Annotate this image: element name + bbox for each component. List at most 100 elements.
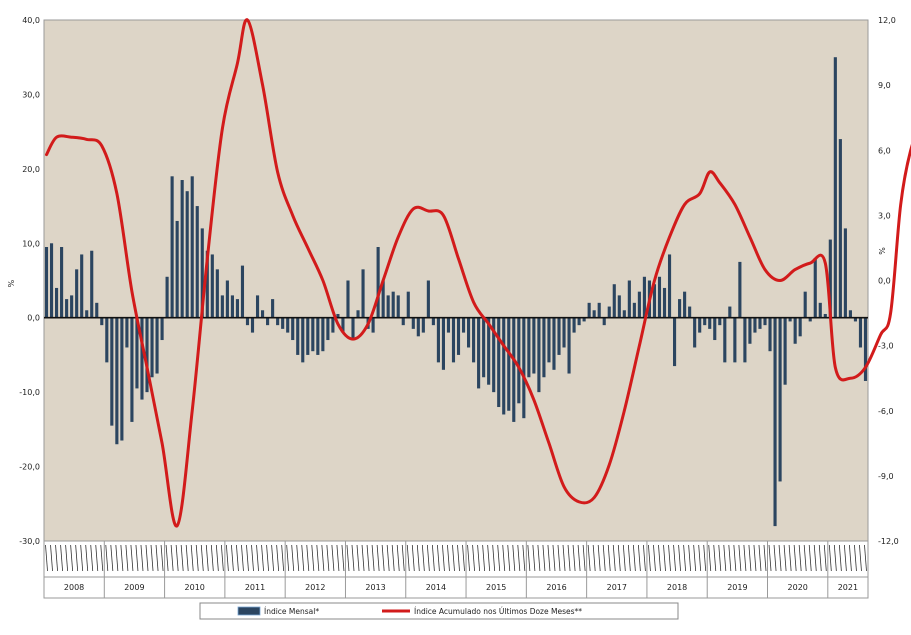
bar bbox=[221, 295, 224, 317]
bar bbox=[507, 318, 510, 411]
bar bbox=[613, 284, 616, 317]
bar bbox=[678, 299, 681, 318]
bar bbox=[125, 318, 128, 348]
year-label: 2008 bbox=[64, 583, 84, 592]
bar bbox=[412, 318, 415, 329]
bar bbox=[105, 318, 108, 363]
bar bbox=[281, 318, 284, 329]
bar bbox=[784, 318, 787, 385]
bar bbox=[422, 318, 425, 333]
bar bbox=[246, 318, 249, 325]
bar bbox=[658, 277, 661, 318]
bar bbox=[150, 318, 153, 378]
bar bbox=[316, 318, 319, 355]
bar bbox=[844, 228, 847, 317]
bar bbox=[397, 295, 400, 317]
bar bbox=[573, 318, 576, 333]
left-tick-label: 40,0 bbox=[22, 16, 40, 25]
bar bbox=[70, 295, 73, 317]
bar bbox=[668, 254, 671, 317]
bar bbox=[467, 318, 470, 348]
bar bbox=[462, 318, 465, 333]
bar bbox=[864, 318, 867, 381]
bar bbox=[638, 292, 641, 318]
bar bbox=[768, 318, 771, 351]
bar bbox=[155, 318, 158, 374]
bar bbox=[181, 180, 184, 318]
year-label: 2013 bbox=[365, 583, 385, 592]
bar bbox=[552, 318, 555, 370]
bar bbox=[90, 251, 93, 318]
bar bbox=[522, 318, 525, 418]
bar bbox=[447, 318, 450, 333]
year-label: 2014 bbox=[426, 583, 446, 592]
bar bbox=[392, 292, 395, 318]
bar bbox=[372, 318, 375, 333]
left-tick-label: -20,0 bbox=[19, 463, 40, 472]
bar bbox=[271, 299, 274, 318]
legend-bar-label: Índice Mensal* bbox=[264, 607, 319, 616]
bar bbox=[241, 266, 244, 318]
bar bbox=[191, 176, 194, 317]
bar bbox=[517, 318, 520, 404]
bar bbox=[698, 318, 701, 333]
bar bbox=[542, 318, 545, 378]
bar bbox=[186, 191, 189, 318]
bar bbox=[628, 281, 631, 318]
bar bbox=[361, 269, 364, 317]
bar bbox=[758, 318, 761, 329]
bar bbox=[849, 310, 852, 317]
bar bbox=[211, 254, 214, 317]
bar bbox=[80, 254, 83, 317]
bar bbox=[718, 318, 721, 325]
year-label: 2011 bbox=[245, 583, 265, 592]
bar bbox=[457, 318, 460, 355]
bar bbox=[402, 318, 405, 325]
bar bbox=[407, 292, 410, 318]
bar bbox=[819, 303, 822, 318]
bar bbox=[196, 206, 199, 318]
bar bbox=[256, 295, 259, 317]
bar bbox=[176, 221, 179, 318]
right-tick-label: -6,0 bbox=[878, 407, 894, 416]
right-axis-label: % bbox=[878, 247, 887, 255]
bar bbox=[723, 318, 726, 363]
bar bbox=[532, 318, 535, 374]
legend-line-label: Índice Acumulado nos Últimos Doze Meses*… bbox=[414, 607, 582, 616]
bar bbox=[291, 318, 294, 340]
bar bbox=[45, 247, 48, 318]
bar bbox=[713, 318, 716, 340]
bar bbox=[562, 318, 565, 348]
year-label: 2017 bbox=[607, 583, 627, 592]
bar bbox=[502, 318, 505, 415]
bar bbox=[55, 288, 58, 318]
year-label: 2012 bbox=[305, 583, 325, 592]
bar bbox=[799, 318, 802, 337]
bar bbox=[216, 269, 219, 317]
bar bbox=[537, 318, 540, 392]
bar bbox=[527, 318, 530, 378]
bar bbox=[301, 318, 304, 363]
bar bbox=[779, 318, 782, 482]
right-tick-label: 0,0 bbox=[878, 277, 891, 286]
left-axis-label: % bbox=[7, 279, 16, 287]
bar bbox=[708, 318, 711, 329]
bar bbox=[427, 281, 430, 318]
bar bbox=[618, 295, 621, 317]
legend: Índice Mensal* Índice Acumulado nos Últim… bbox=[200, 603, 678, 619]
bar bbox=[633, 303, 636, 318]
bar bbox=[688, 307, 691, 318]
bar bbox=[296, 318, 299, 355]
right-tick-label: 9,0 bbox=[878, 81, 891, 90]
bar bbox=[673, 318, 676, 366]
bar bbox=[814, 258, 817, 318]
bar bbox=[703, 318, 706, 325]
bar bbox=[512, 318, 515, 422]
bar bbox=[593, 310, 596, 317]
bar bbox=[161, 318, 164, 340]
bar bbox=[75, 269, 78, 317]
right-tick-label: -12,0 bbox=[878, 537, 899, 546]
bar bbox=[753, 318, 756, 333]
bar bbox=[804, 292, 807, 318]
